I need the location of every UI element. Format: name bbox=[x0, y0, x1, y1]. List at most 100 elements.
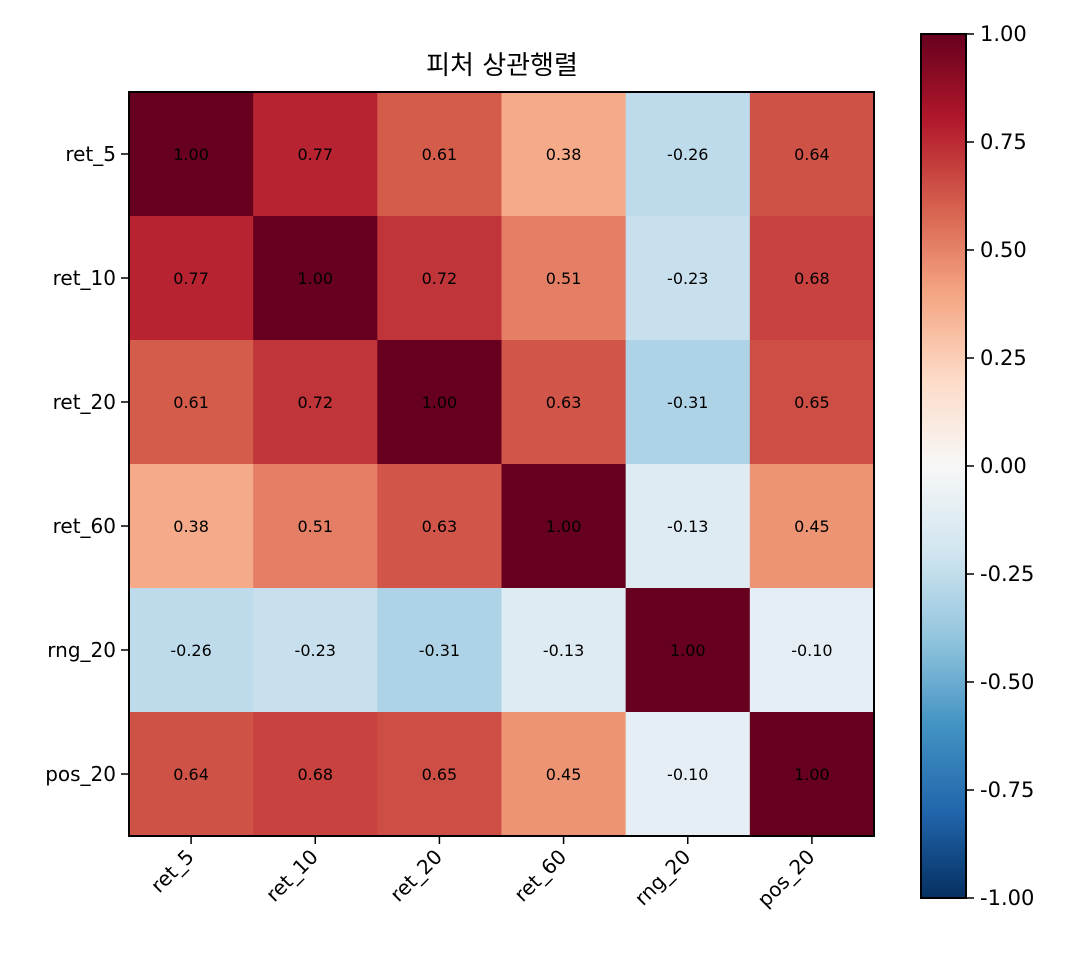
cell-value-label: -0.13 bbox=[667, 517, 708, 536]
heatmap-cell bbox=[625, 588, 751, 713]
colorbar-tick-label: 0.00 bbox=[980, 454, 1027, 478]
colorbar bbox=[920, 33, 967, 899]
heatmap-cell bbox=[625, 340, 751, 465]
cell-value-label: 0.64 bbox=[794, 145, 830, 164]
cell-value-label: 1.00 bbox=[173, 145, 209, 164]
chart-title: 피처 상관행렬 bbox=[426, 51, 578, 81]
colorbar-tick-label: -1.00 bbox=[980, 886, 1034, 910]
heatmap-cell bbox=[501, 712, 627, 837]
cell-value-label: 0.45 bbox=[794, 517, 830, 536]
heatmap-cell bbox=[377, 464, 503, 589]
y-tick-label: pos_20 bbox=[45, 762, 116, 786]
cell-value-label: 0.38 bbox=[173, 517, 209, 536]
heatmap-cell bbox=[129, 588, 254, 713]
heatmap-cell bbox=[501, 92, 627, 217]
cell-value-label: 0.68 bbox=[297, 765, 333, 784]
colorbar-tick-label: -0.75 bbox=[980, 778, 1034, 802]
x-tick-label: ret_5 bbox=[146, 845, 199, 898]
cell-value-label: 0.72 bbox=[422, 269, 458, 288]
heatmap-cells: 1.00 0.77 0.61 0.38 -0.26 0.64 0.77 1.00 0.72 0.5… bbox=[129, 92, 875, 837]
cell-value-label: 0.65 bbox=[422, 765, 458, 784]
cell-value-label: 1.00 bbox=[794, 765, 830, 784]
heatmap-cell bbox=[749, 712, 875, 837]
cell-value-label: 0.77 bbox=[297, 145, 333, 164]
cell-value-label: -0.13 bbox=[543, 641, 584, 660]
cell-value-label: -0.23 bbox=[295, 641, 336, 660]
cell-value-label: -0.10 bbox=[791, 641, 832, 660]
cell-value-label: 0.64 bbox=[173, 765, 209, 784]
heatmap-cell bbox=[501, 464, 627, 589]
cell-value-label: 0.51 bbox=[297, 517, 333, 536]
cell-value-label: 1.00 bbox=[422, 393, 458, 412]
colorbar-tick-label: 1.00 bbox=[980, 22, 1027, 46]
heatmap-cell bbox=[129, 464, 254, 589]
heatmap-cell bbox=[253, 588, 378, 713]
cell-value-label: 0.65 bbox=[794, 393, 830, 412]
heatmap-cell bbox=[749, 340, 875, 465]
colorbar-tick-label: 0.50 bbox=[980, 238, 1027, 262]
cell-value-label: 0.68 bbox=[794, 269, 830, 288]
x-axis: ret_5 ret_10 ret_20 ret_60 rng_20 pos_20 bbox=[146, 836, 819, 912]
x-tick-label: ret_10 bbox=[261, 845, 323, 907]
y-tick-label: ret_20 bbox=[53, 390, 116, 414]
heatmap-cell bbox=[377, 216, 503, 341]
x-tick-label: ret_20 bbox=[385, 845, 447, 907]
plot-frame bbox=[128, 91, 875, 837]
heatmap-cell bbox=[377, 340, 503, 465]
cell-value-label: -0.26 bbox=[667, 145, 708, 164]
cell-value-label: -0.31 bbox=[667, 393, 708, 412]
heatmap-cell bbox=[253, 216, 378, 341]
colorbar-tick-label: 0.25 bbox=[980, 346, 1027, 370]
cell-value-label: 1.00 bbox=[546, 517, 582, 536]
heatmap-cell bbox=[749, 464, 875, 589]
cell-value-label: 0.38 bbox=[546, 145, 582, 164]
y-tick-label: rng_20 bbox=[47, 638, 116, 662]
colorbar-tick-label: -0.25 bbox=[980, 562, 1034, 586]
heatmap-cell bbox=[129, 216, 254, 341]
cell-value-label: -0.26 bbox=[170, 641, 211, 660]
cell-value-label: 0.61 bbox=[422, 145, 458, 164]
cell-value-label: 0.77 bbox=[173, 269, 209, 288]
heatmap-cell bbox=[749, 588, 875, 713]
cell-value-label: 0.61 bbox=[173, 393, 209, 412]
x-tick-label: rng_20 bbox=[630, 845, 696, 911]
y-tick-label: ret_60 bbox=[53, 514, 116, 538]
heatmap-cell bbox=[625, 712, 751, 837]
heatmap-cell bbox=[501, 588, 627, 713]
heatmap-cell bbox=[625, 92, 751, 217]
heatmap-cell bbox=[377, 712, 503, 837]
heatmap-cell bbox=[253, 340, 378, 465]
cell-value-label: -0.31 bbox=[419, 641, 460, 660]
y-tick-label: ret_10 bbox=[53, 266, 116, 290]
cell-value-label: 0.63 bbox=[546, 393, 582, 412]
heatmap-cell bbox=[625, 464, 751, 589]
colorbar-tick-label: -0.50 bbox=[980, 670, 1034, 694]
heatmap-cell bbox=[501, 340, 627, 465]
x-tick-label: ret_60 bbox=[509, 845, 571, 907]
cell-value-label: 0.72 bbox=[297, 393, 333, 412]
heatmap-cell bbox=[625, 216, 751, 341]
cell-value-label: -0.10 bbox=[667, 765, 708, 784]
heatmap-cell bbox=[253, 712, 378, 837]
heatmap-cell bbox=[129, 92, 254, 217]
y-tick-label: ret_5 bbox=[65, 142, 116, 166]
heatmap-cell bbox=[377, 92, 503, 217]
cell-value-label: 1.00 bbox=[670, 641, 706, 660]
heatmap-cell bbox=[253, 92, 378, 217]
x-tick-label: pos_20 bbox=[752, 845, 819, 912]
heatmap-cell bbox=[749, 92, 875, 217]
cell-value-label: -0.23 bbox=[667, 269, 708, 288]
y-axis: ret_5 ret_10 ret_20 ret_60 rng_20 pos_20 bbox=[45, 142, 129, 786]
colorbar-tick-label: 0.75 bbox=[980, 130, 1027, 154]
heatmap-cell bbox=[749, 216, 875, 341]
heatmap-cell bbox=[129, 340, 254, 465]
heatmap-cell bbox=[377, 588, 503, 713]
cell-value-label: 1.00 bbox=[297, 269, 333, 288]
colorbar-axis: 1.00 0.75 0.50 0.25 0.00 -0.25 -0.50 -0.75 -1.00 bbox=[966, 22, 1034, 910]
cell-value-label: 0.45 bbox=[546, 765, 582, 784]
heatmap-cell bbox=[129, 712, 254, 837]
cell-value-label: 0.63 bbox=[422, 517, 458, 536]
cell-value-label: 0.51 bbox=[546, 269, 582, 288]
heatmap-cell bbox=[253, 464, 378, 589]
